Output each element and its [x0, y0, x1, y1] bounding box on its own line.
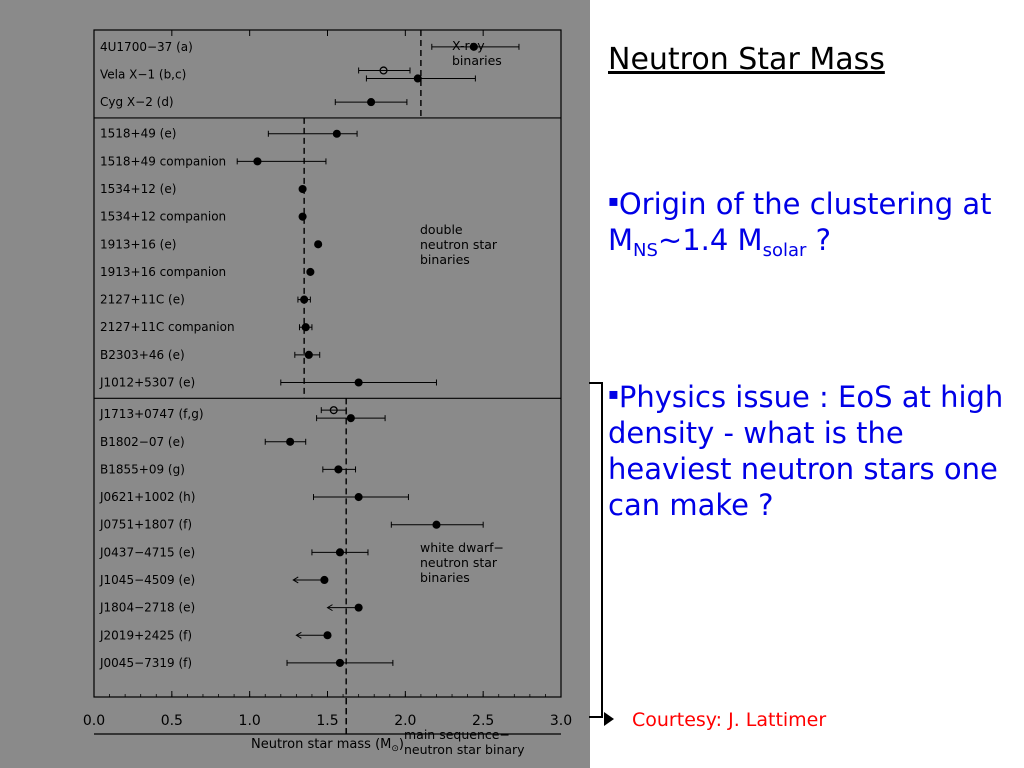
- data-point: [323, 631, 332, 640]
- row-label: 2127+11C companion: [100, 320, 235, 334]
- row-label: 1534+12 (e): [100, 182, 176, 196]
- group-label: neutron star: [420, 237, 498, 252]
- credit-text: Courtesy: J. Lattimer: [632, 709, 827, 731]
- x-tick-label: 1.5: [316, 713, 338, 729]
- data-point: [432, 520, 441, 529]
- x-axis-label: Neutron star mass (M⊙): [251, 737, 404, 754]
- data-point: [346, 414, 355, 423]
- x-tick-label: 2.5: [472, 713, 494, 729]
- row-label: Vela X−1 (b,c): [100, 67, 186, 81]
- bullet-physics-issue: ▪Physics issue : EoS at high density - w…: [608, 376, 1008, 523]
- data-point: [335, 548, 345, 557]
- data-point: [306, 267, 315, 276]
- row-label: Cyg X−2 (d): [100, 95, 174, 109]
- bullet-subscript: solar: [762, 240, 807, 261]
- data-point: [320, 575, 329, 585]
- row-label: 1518+49 (e): [100, 127, 176, 141]
- bullet-text: ?: [806, 223, 832, 257]
- data-point: [286, 437, 295, 446]
- row-label: J1045−4509 (e): [99, 573, 195, 587]
- x-tick-label: 2.0: [394, 713, 416, 729]
- bullet-marker-icon: ▪: [608, 384, 619, 403]
- group-label: binaries: [452, 53, 502, 68]
- neutron-star-mass-chart: 4U1700−37 (a) Vela X−1 (b,c) Cyg X−2 (d) 15…: [0, 0, 590, 768]
- bracket-connector: [589, 382, 603, 718]
- group-label: binaries: [420, 570, 470, 585]
- chart-background: [0, 0, 590, 768]
- data-point: [354, 378, 363, 387]
- group-label: main sequence−: [404, 727, 510, 742]
- data-point: [354, 493, 363, 502]
- data-point: [354, 603, 363, 612]
- row-label: B1855+09 (g): [100, 462, 185, 476]
- slide-title: Neutron Star Mass: [608, 42, 885, 77]
- x-tick-label: 1.0: [239, 713, 261, 729]
- x-tick-label: 0.0: [83, 713, 105, 729]
- row-label: B1802−07 (e): [100, 435, 185, 449]
- row-label: 4U1700−37 (a): [100, 40, 193, 54]
- group-label: binaries: [420, 252, 470, 267]
- data-point: [298, 184, 307, 194]
- x-tick-label: 0.5: [161, 713, 183, 729]
- bullet-text: Physics issue : EoS at high density - wh…: [608, 380, 1004, 522]
- data-point: [314, 240, 323, 249]
- x-tick-label: 3.0: [550, 713, 572, 729]
- data-point: [334, 465, 343, 474]
- row-label: J0751+1807 (f): [99, 518, 192, 532]
- data-point-open: [379, 66, 388, 75]
- row-label: J0621+1002 (h): [99, 490, 195, 504]
- bullet-text: ~1.4 M: [657, 223, 763, 257]
- data-point: [304, 350, 313, 359]
- data-point: [298, 212, 307, 221]
- data-point-open: [329, 406, 338, 415]
- data-point: [300, 295, 309, 304]
- bullet-marker-icon: ▪: [608, 191, 619, 210]
- lower-limit-arrow: [292, 576, 299, 584]
- group-label: white dwarf−: [420, 540, 504, 555]
- arrow-right-icon: [604, 712, 614, 726]
- group-label: X-ray: [452, 38, 485, 53]
- bullet-text: Origin of the clustering at M: [608, 187, 992, 257]
- data-point: [332, 129, 341, 138]
- data-point: [253, 157, 262, 166]
- lower-limit-arrow: [295, 631, 302, 639]
- row-label: J2019+2425 (f): [99, 628, 192, 642]
- data-point: [301, 323, 310, 332]
- group-label: double: [420, 222, 463, 237]
- bullet-subscript: NS: [633, 240, 658, 261]
- row-label: J1804−2718 (e): [99, 601, 195, 615]
- row-label: 1534+12 companion: [100, 210, 226, 224]
- row-label: 1913+16 companion: [100, 265, 226, 279]
- row-label: 2127+11C (e): [100, 293, 185, 307]
- data-point: [335, 658, 345, 667]
- group-label: neutron star: [420, 555, 498, 570]
- row-label: J0045−7319 (f): [99, 656, 192, 670]
- group-label: neutron star binary: [404, 742, 525, 757]
- data-point: [367, 98, 376, 107]
- data-point: [469, 42, 478, 51]
- lower-limit-arrow: [326, 604, 333, 612]
- row-label: J1713+0747 (f,g): [99, 407, 204, 421]
- row-label: J0437−4715 (e): [99, 545, 195, 559]
- row-label: 1913+16 (e): [100, 237, 176, 251]
- row-label: B2303+46 (e): [100, 348, 185, 362]
- row-label: 1518+49 companion: [100, 154, 226, 168]
- data-point: [413, 74, 422, 83]
- bullet-clustering-origin: ▪Origin of the clustering at MNS~1.4 Mso…: [608, 183, 1008, 261]
- row-label: J1012+5307 (e): [99, 376, 195, 390]
